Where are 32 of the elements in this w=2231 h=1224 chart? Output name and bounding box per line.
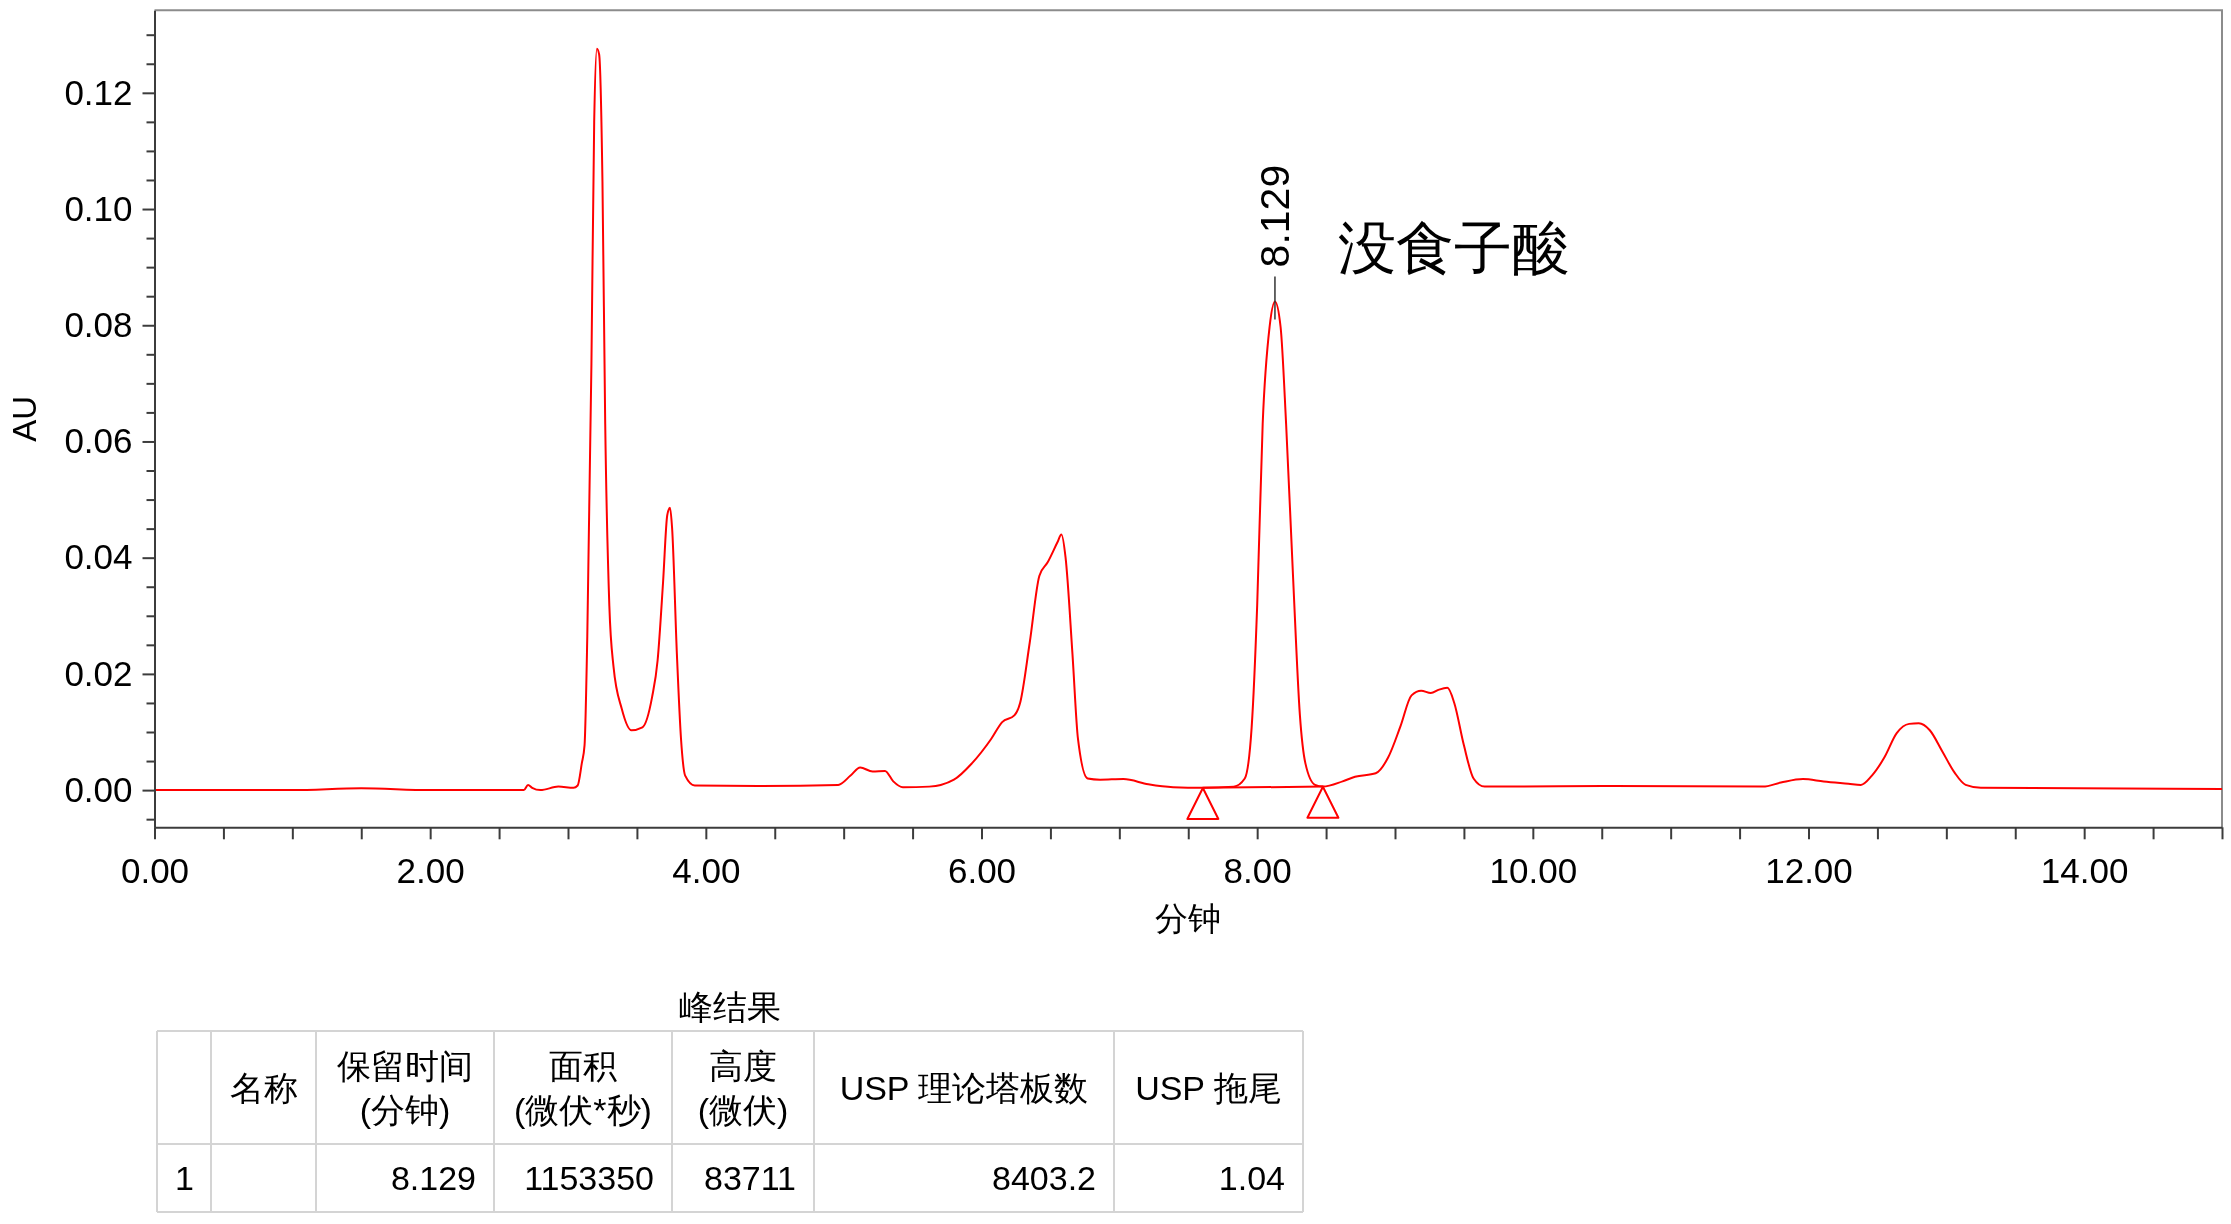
- x-tick-label: 0.00: [120, 851, 190, 891]
- y-tick-label: 0.00: [64, 769, 133, 809]
- category-label: 保留时间 (分钟): [337, 1046, 473, 1129]
- y-tick-label: 0.02: [64, 653, 133, 693]
- x-tick-label: 8.00: [1223, 851, 1292, 891]
- annotation: 没食子酸: [1337, 215, 1570, 281]
- x-tick-label: 6.00: [947, 851, 1017, 891]
- text: 83711: [703, 1159, 796, 1197]
- x-tick-label: 2.00: [396, 851, 465, 891]
- x-tick-label: 10.00: [1489, 851, 1578, 891]
- category-label: USP 拖尾: [1135, 1068, 1282, 1107]
- y-tick-label: 0.10: [64, 188, 133, 228]
- y-tick-label: 0.04: [64, 537, 133, 577]
- x-tick-label: 14.00: [2040, 851, 2129, 891]
- text: 1153350: [524, 1159, 654, 1197]
- annotation: 8.129: [1251, 164, 1298, 268]
- x-tick-label: 12.00: [1765, 851, 1853, 891]
- text: 8.129: [390, 1159, 476, 1197]
- category-label: 高度 (微伏): [697, 1046, 789, 1129]
- x-axis-title: 分钟: [1155, 900, 1222, 937]
- x-tick-label: 4.00: [672, 851, 741, 891]
- category-label: USP 理论塔板数: [839, 1068, 1089, 1107]
- category-label: 1: [175, 1159, 194, 1197]
- category-label: 面积 (微伏*秒): [514, 1046, 652, 1129]
- y-axis-title: AU: [6, 395, 43, 442]
- y-tick-label: 0.06: [64, 421, 133, 461]
- text: 1.04: [1218, 1159, 1285, 1197]
- y-tick-label: 0.08: [64, 304, 133, 344]
- y-tick-label: 0.12: [64, 72, 133, 112]
- text: 峰结果: [679, 988, 781, 1026]
- category-label: 名称: [229, 1068, 298, 1107]
- text: 8403.2: [992, 1159, 1096, 1197]
